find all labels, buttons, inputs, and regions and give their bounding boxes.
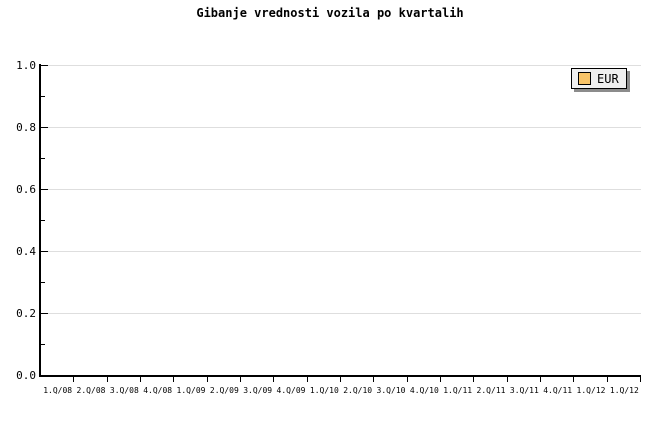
x-tick-label: 4.Q/08 xyxy=(143,386,173,395)
legend-label-eur: EUR xyxy=(597,71,619,86)
x-tick-label: 1.Q/08 xyxy=(43,386,73,395)
y-tick-label: 0.8 xyxy=(16,121,36,134)
x-tick-label: 3.Q/10 xyxy=(376,386,406,395)
x-tick-label: 1.Q/10 xyxy=(309,386,339,395)
x-tick-label: 1.Q/09 xyxy=(176,386,206,395)
y-minor-tick xyxy=(41,96,45,97)
y-major-tick xyxy=(41,251,48,252)
y-minor-tick xyxy=(41,344,45,345)
x-tick xyxy=(173,377,175,382)
y-tick-label: 0.6 xyxy=(16,183,36,196)
x-tick-label: 4.Q/10 xyxy=(409,386,439,395)
x-tick-label: 1.Q/12 xyxy=(609,386,639,395)
y-axis-line xyxy=(39,64,41,377)
y-major-tick xyxy=(41,127,48,128)
y-tick-label: 0.0 xyxy=(16,369,36,382)
x-tick xyxy=(206,377,208,382)
x-tick xyxy=(373,377,375,382)
legend-swatch-eur xyxy=(578,72,591,85)
x-tick xyxy=(440,377,441,382)
x-tick xyxy=(306,377,308,382)
x-tick xyxy=(106,377,108,382)
x-tick-label: 2.Q/10 xyxy=(343,386,373,395)
x-tick xyxy=(273,377,275,382)
x-tick-label: 2.Q/08 xyxy=(76,386,106,395)
y-major-tick xyxy=(41,313,48,314)
x-tick-label: 1.Q/11 xyxy=(443,386,473,395)
x-tick xyxy=(540,377,541,382)
y-tick-label: 1.0 xyxy=(16,59,36,72)
x-tick xyxy=(640,377,641,382)
legend: EUR xyxy=(571,68,627,89)
y-gridline xyxy=(41,251,641,252)
x-tick-label: 2.Q/09 xyxy=(209,386,239,395)
y-gridline xyxy=(41,313,641,314)
x-tick xyxy=(73,377,75,382)
x-tick-label: 3.Q/11 xyxy=(509,386,539,395)
x-tick xyxy=(506,377,508,382)
x-tick xyxy=(406,377,408,382)
x-tick-label: 2.Q/11 xyxy=(476,386,506,395)
x-tick-label: 1.Q/12 xyxy=(576,386,606,395)
y-minor-tick xyxy=(41,158,45,159)
x-tick xyxy=(473,377,475,382)
x-tick xyxy=(240,377,241,382)
x-tick-label: 4.Q/11 xyxy=(543,386,573,395)
x-tick xyxy=(606,377,608,382)
y-gridline xyxy=(41,189,641,190)
y-tick-label: 0.2 xyxy=(16,307,36,320)
chart-title: Gibanje vrednosti vozila po kvartalih xyxy=(196,6,464,20)
y-minor-tick xyxy=(41,220,45,221)
y-minor-tick xyxy=(41,282,45,283)
x-tick xyxy=(340,377,341,382)
x-tick-label: 3.Q/09 xyxy=(243,386,273,395)
x-tick xyxy=(573,377,575,382)
x-tick-label: 4.Q/09 xyxy=(276,386,306,395)
y-gridline xyxy=(41,127,641,128)
y-major-tick xyxy=(41,65,48,66)
y-gridline xyxy=(41,65,641,66)
y-major-tick xyxy=(41,189,48,190)
x-tick xyxy=(140,377,141,382)
x-tick-label: 3.Q/08 xyxy=(109,386,139,395)
y-tick-label: 0.4 xyxy=(16,245,36,258)
x-axis-line xyxy=(39,375,641,377)
